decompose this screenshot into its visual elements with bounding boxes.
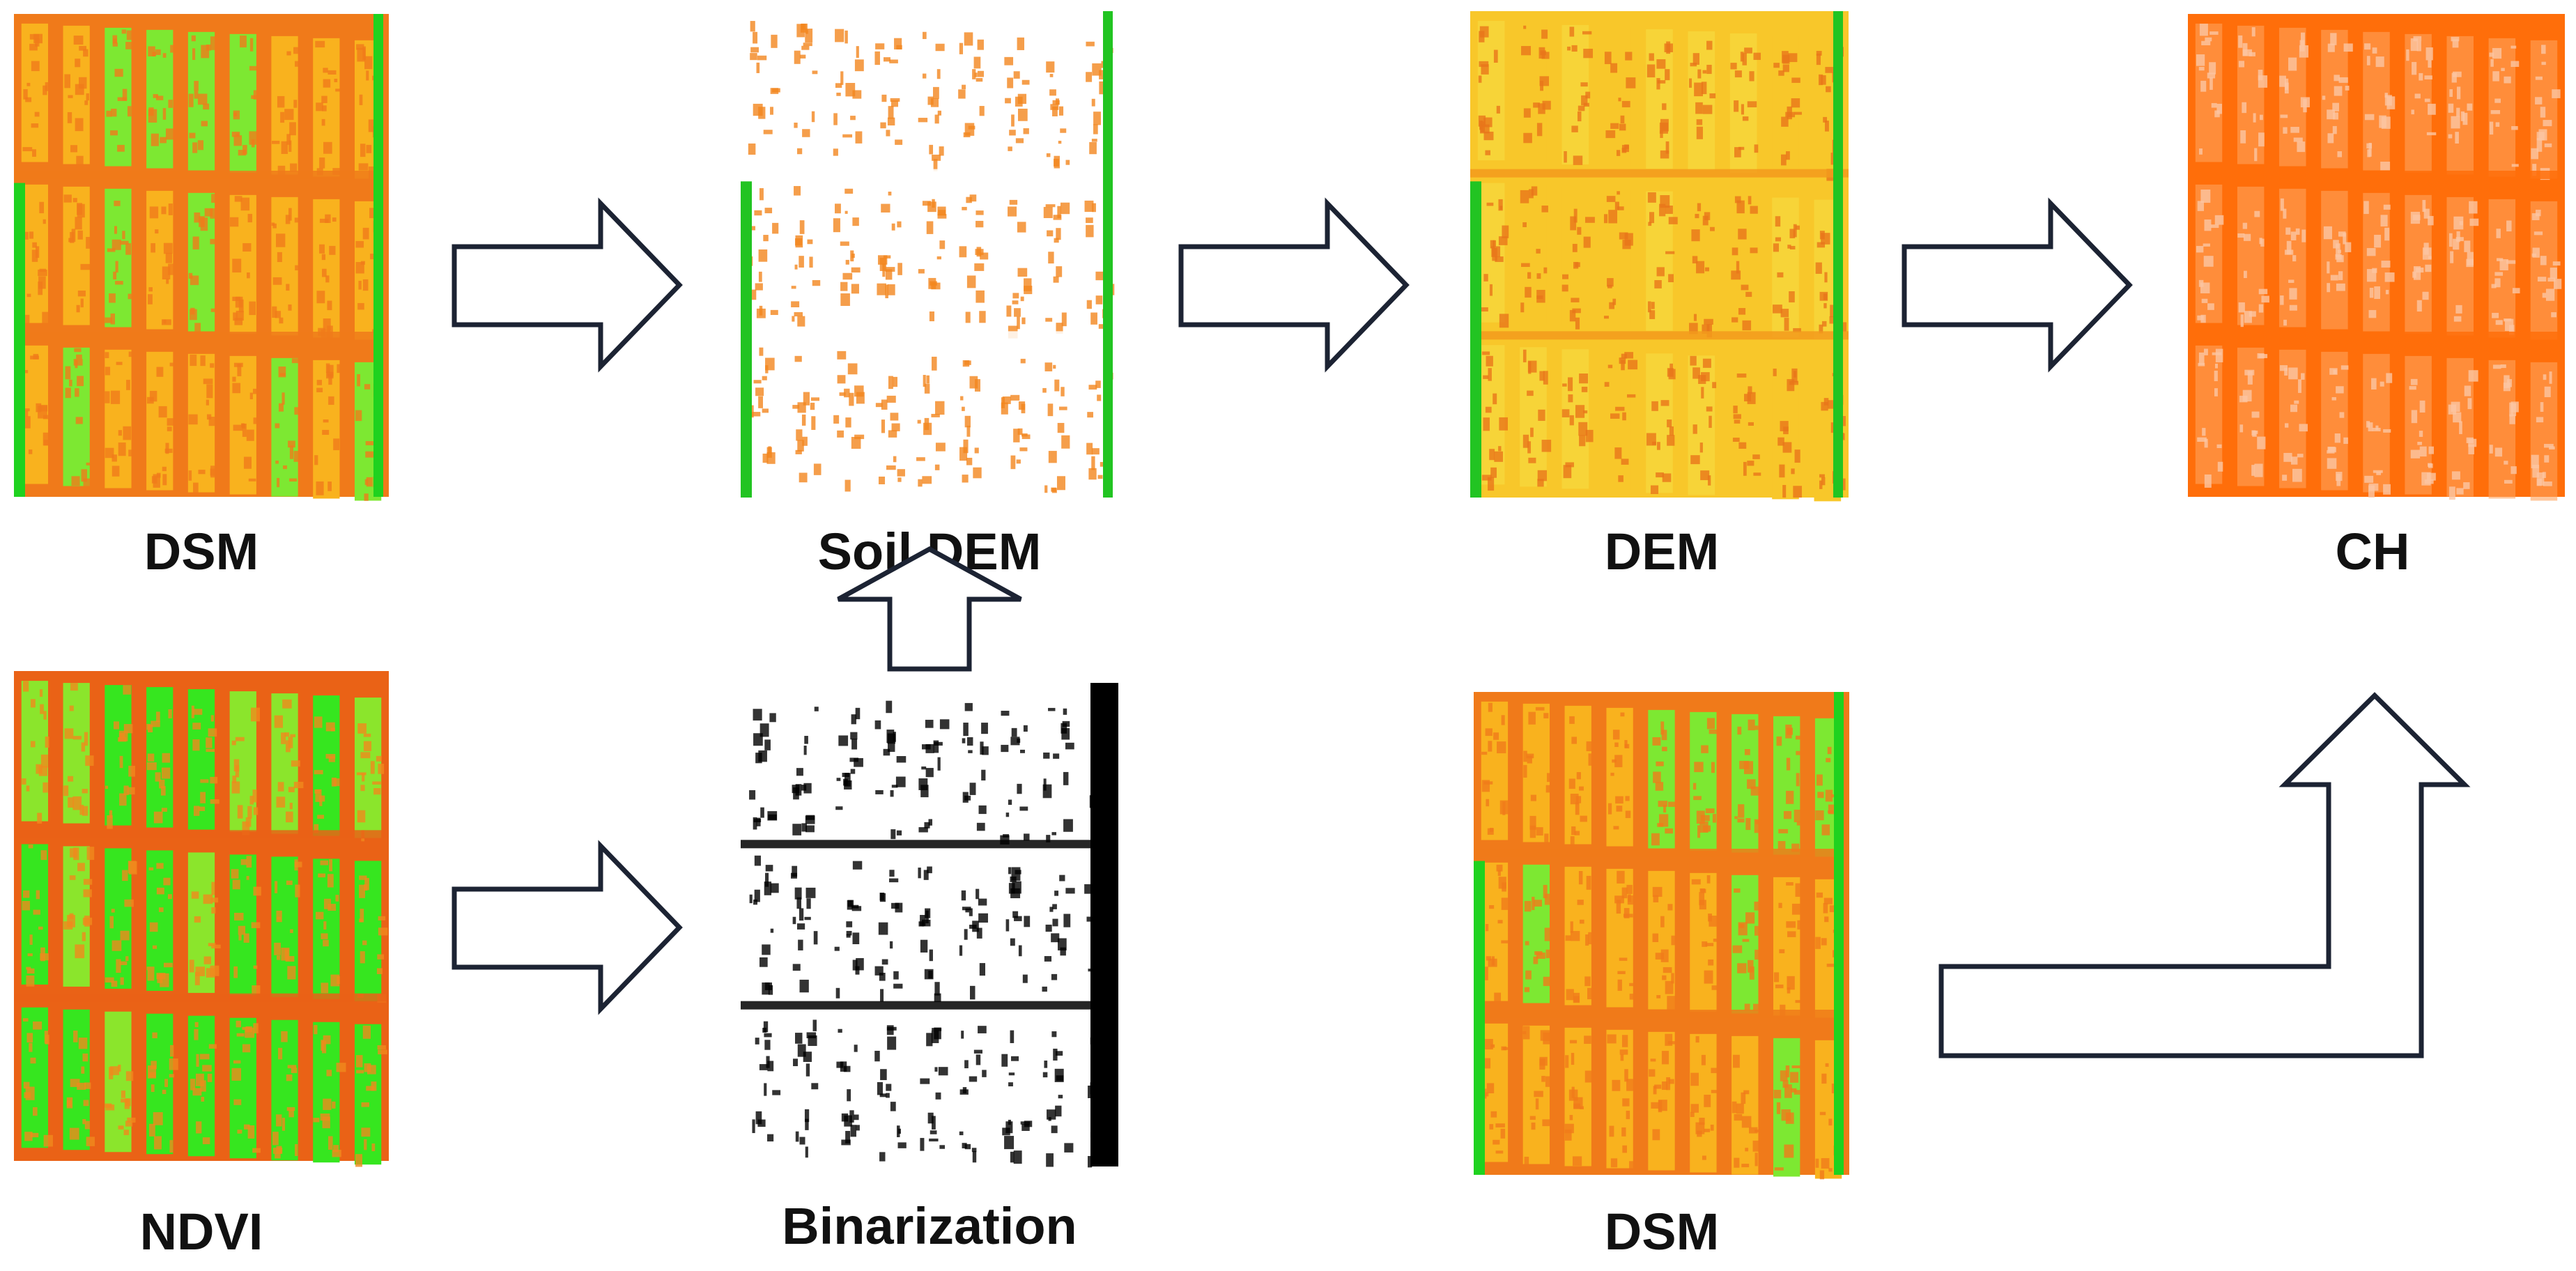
label-dsm-top: DSM bbox=[144, 523, 259, 580]
dsm-texture bbox=[14, 14, 389, 501]
label-dem: DEM bbox=[1605, 523, 1719, 580]
ch-texture bbox=[2188, 14, 2565, 501]
arrow-soil-dem-to-dem-icon bbox=[1178, 197, 1410, 373]
panel-dsm-top bbox=[14, 14, 389, 501]
panel-dem bbox=[1470, 11, 1849, 502]
panel-ndvi bbox=[14, 671, 389, 1167]
binary-texture bbox=[741, 683, 1118, 1171]
arrow-dsm-to-ch-icon bbox=[1938, 692, 2471, 1058]
panel-binarization bbox=[741, 683, 1118, 1171]
dem-texture bbox=[1470, 11, 1849, 502]
ndvi-texture bbox=[14, 671, 389, 1167]
arrow-binarization-to-soil-dem-icon bbox=[837, 546, 1022, 672]
arrow-dsm-to-soil-dem-icon bbox=[452, 197, 683, 373]
panel-dsm-bottom bbox=[1474, 692, 1849, 1180]
panel-ch bbox=[2188, 14, 2565, 501]
label-ch: CH bbox=[2336, 523, 2410, 580]
dsm-texture bbox=[1474, 692, 1849, 1180]
arrow-ndvi-to-binarization-icon bbox=[452, 840, 683, 1015]
arrow-dem-to-ch-icon bbox=[1902, 197, 2133, 373]
label-dsm-bottom: DSM bbox=[1605, 1203, 1719, 1261]
soil-texture bbox=[741, 11, 1118, 502]
label-ndvi: NDVI bbox=[140, 1203, 263, 1261]
label-binarization: Binarization bbox=[782, 1197, 1077, 1255]
panel-soil-dem bbox=[741, 11, 1118, 502]
